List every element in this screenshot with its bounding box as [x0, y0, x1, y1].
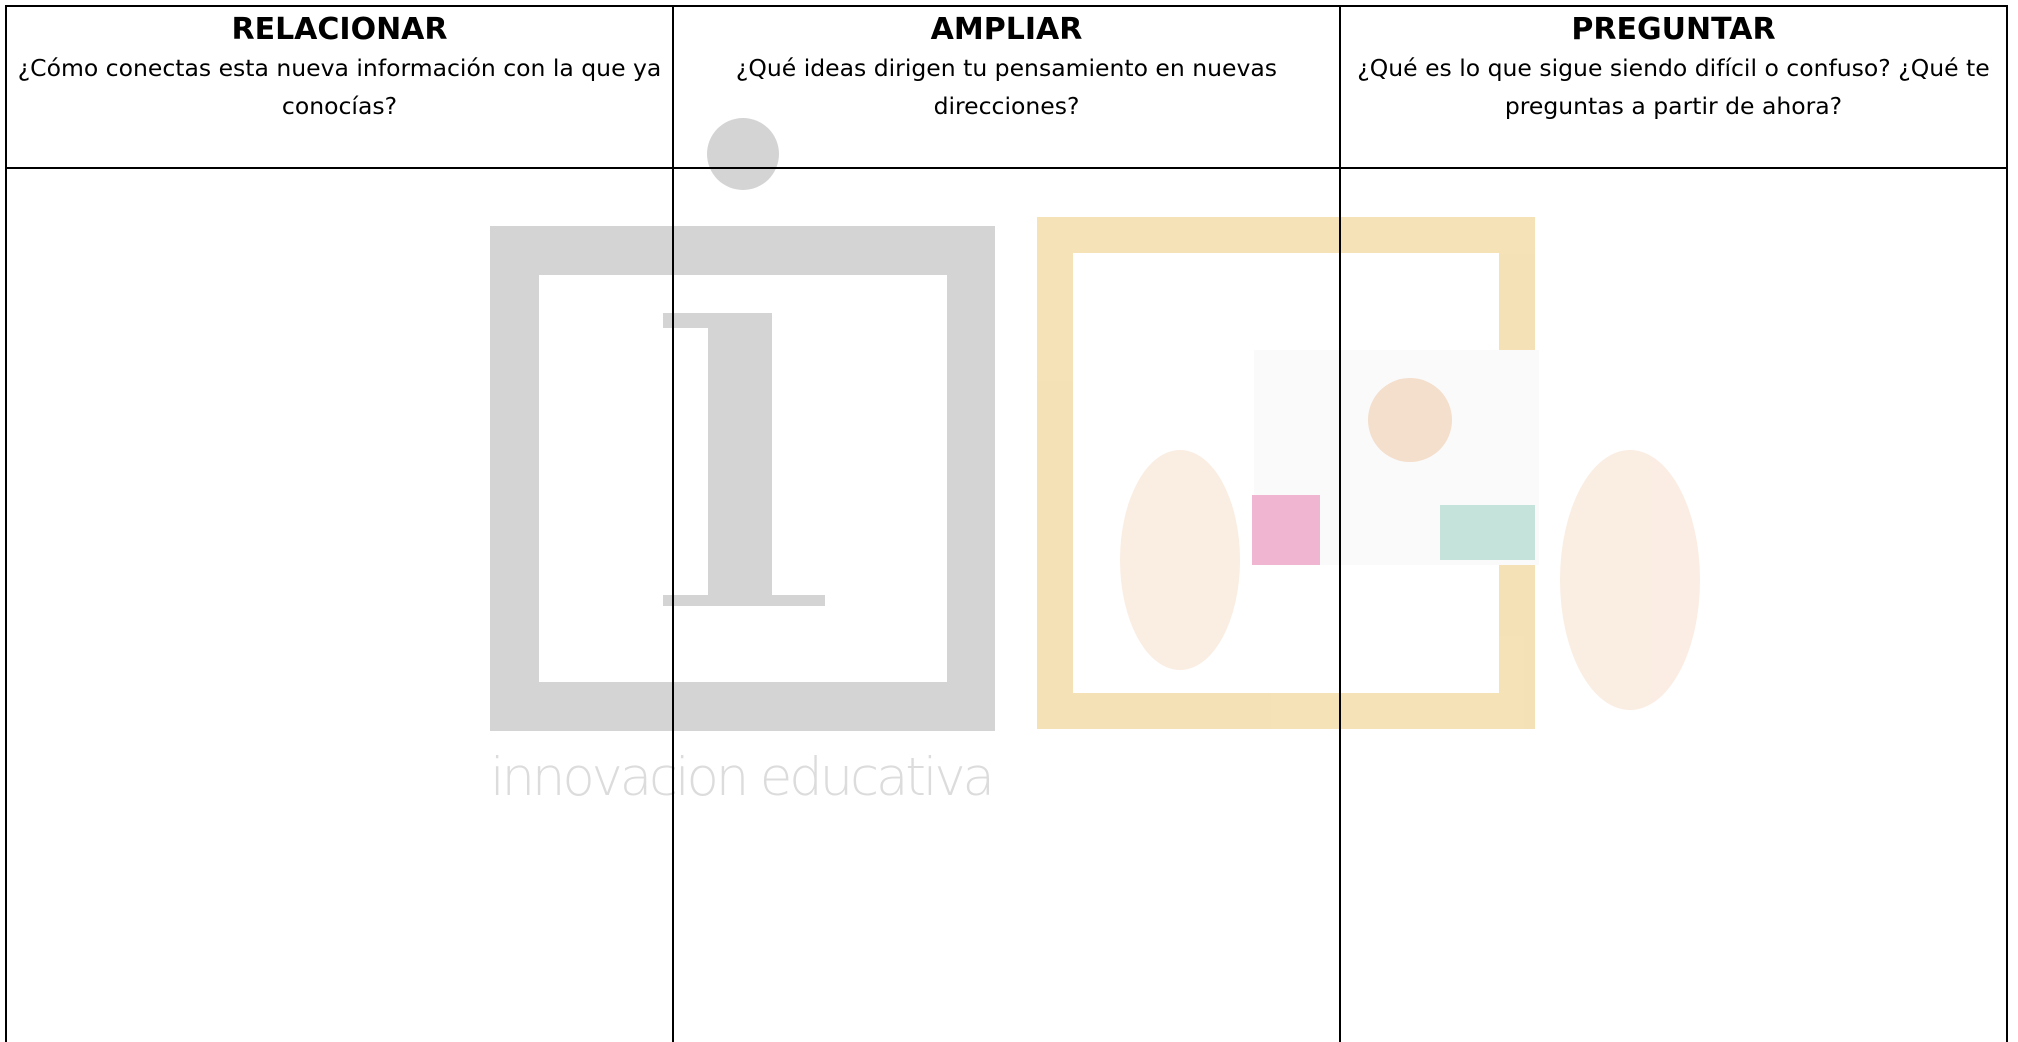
column-body: [7, 169, 672, 1042]
logo-i-base: [663, 595, 825, 606]
column: AMPLIAR ¿Qué ideas dirigen tu pensamiento…: [674, 7, 1341, 1042]
logo-i-stem: [708, 313, 772, 602]
table: RELACIONAR ¿Cómo conectas esta nueva info…: [5, 5, 2008, 1042]
column-title: PREGUNTAR: [1571, 12, 1776, 47]
frame-border: [1037, 217, 1535, 729]
column-header: RELACIONAR ¿Cómo conectas esta nueva info…: [7, 7, 672, 169]
column-header: PREGUNTAR ¿Qué es lo que sigue siendo dif…: [1341, 7, 2006, 169]
column-question: ¿Qué ideas dirigen tu pensamiento en nue…: [735, 54, 1278, 120]
column-body: [1341, 169, 2006, 1042]
column-body: [674, 169, 1339, 1042]
logo-i-serif: [663, 313, 713, 328]
picture-frame: [1037, 217, 1700, 729]
logo-dot: [707, 118, 779, 190]
column: RELACIONAR ¿Cómo conectas esta nueva info…: [7, 7, 674, 1042]
photo-face: [1368, 378, 1452, 462]
hand: [1560, 450, 1700, 710]
photo-block: [1252, 495, 1320, 565]
column-question: ¿Qué es lo que sigue siendo difícil o co…: [1357, 54, 1990, 120]
column-title: AMPLIAR: [930, 12, 1083, 47]
photo-block: [1440, 505, 1535, 560]
column: PREGUNTAR ¿Qué es lo que sigue siendo dif…: [1341, 7, 2008, 1042]
photo: [1254, 350, 1539, 565]
column-title: RELACIONAR: [231, 12, 448, 47]
watermark-text: innovacion educativa: [490, 747, 995, 808]
column-header: AMPLIAR ¿Qué ideas dirigen tu pensamiento…: [674, 7, 1339, 169]
column-question: ¿Cómo conectas esta nueva información co…: [17, 54, 662, 120]
hand: [1120, 450, 1240, 670]
